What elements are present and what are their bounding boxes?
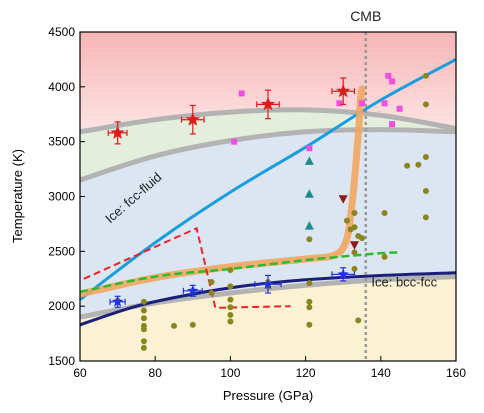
- data-point-blue-star: [111, 295, 124, 307]
- y-tick-label: 2500: [48, 244, 75, 258]
- data-point-blue-star: [187, 284, 199, 296]
- series-fcc-fluid-line: [80, 58, 456, 301]
- data-point-darkred: [349, 241, 359, 250]
- data-point-magenta: [389, 78, 396, 85]
- data-point-olive: [306, 236, 313, 243]
- data-point-olive: [415, 161, 422, 168]
- data-point-olive: [359, 235, 365, 242]
- data-point-magenta: [389, 121, 396, 128]
- y-axis-label: Temperature (K): [10, 149, 25, 243]
- data-point-olive: [422, 214, 429, 221]
- x-tick-label: 80: [149, 366, 163, 380]
- data-point-teal: [304, 189, 314, 198]
- data-point-olive: [306, 298, 313, 305]
- series-red-dashed: [83, 226, 291, 309]
- data-point-olive: [351, 249, 358, 256]
- x-axis-label: Pressure (GPa): [223, 388, 313, 403]
- data-point-magenta: [396, 105, 403, 112]
- data-point-olive: [343, 217, 350, 224]
- data-point-olive: [171, 322, 177, 329]
- data-point-magenta: [231, 138, 238, 145]
- data-point-olive: [140, 307, 147, 314]
- data-point-olive: [422, 72, 429, 79]
- y-tick-label: 4000: [48, 80, 75, 94]
- data-point-red-star: [260, 96, 276, 111]
- annotation-bcc-fcc: Ice: bcc-fcc: [371, 274, 437, 289]
- data-point-magenta: [238, 90, 245, 97]
- series-layer: [80, 58, 456, 309]
- data-point-olive: [189, 321, 196, 328]
- data-point-magenta: [336, 100, 343, 107]
- data-point-olive: [227, 311, 234, 318]
- data-point-olive: [422, 101, 429, 108]
- data-point-olive: [227, 266, 234, 273]
- y-tick-label: 3500: [48, 135, 75, 149]
- data-point-olive: [140, 344, 147, 351]
- data-point-olive: [140, 326, 147, 333]
- data-point-magenta: [385, 72, 392, 79]
- data-point-olive: [227, 296, 234, 303]
- data-point-olive: [306, 280, 313, 287]
- data-point-red-star: [336, 83, 351, 98]
- data-point-olive: [140, 315, 147, 322]
- data-point-olive: [381, 253, 388, 260]
- band-blue: [80, 129, 456, 318]
- data-point-olive: [351, 224, 358, 231]
- data-point-blue-star: [262, 278, 274, 290]
- marker-layer: [107, 72, 429, 351]
- data-point-olive: [140, 298, 147, 305]
- data-point-magenta: [381, 100, 388, 107]
- boundary-navy: [80, 271, 456, 327]
- data-point-olive: [208, 290, 215, 297]
- data-point-teal: [304, 221, 314, 230]
- x-tick-label: 160: [446, 366, 466, 380]
- data-point-olive: [306, 304, 313, 311]
- data-point-magenta: [359, 100, 365, 107]
- data-point-olive: [227, 304, 234, 311]
- y-tick-label: 4500: [48, 25, 75, 39]
- data-point-olive: [227, 318, 234, 325]
- data-point-blue-star: [337, 268, 349, 280]
- data-point-teal: [304, 156, 314, 165]
- data-point-olive: [306, 321, 313, 328]
- data-point-olive: [351, 209, 358, 216]
- axis-ticks: 60 80 100 120 140 160 1500 2000 2500 3000 3500 4000…: [48, 25, 466, 380]
- data-point-olive: [351, 265, 358, 272]
- data-point-olive: [381, 209, 388, 216]
- data-point-olive: [404, 162, 411, 169]
- x-tick-label: 60: [73, 366, 87, 380]
- data-point-olive: [355, 317, 362, 324]
- x-tick-label: 120: [296, 366, 316, 380]
- y-tick-label: 3000: [48, 190, 75, 204]
- annotation-cmb: CMB: [350, 8, 381, 24]
- data-point-olive: [140, 338, 147, 345]
- series-green-dashed: [80, 251, 400, 294]
- x-tick-label: 100: [220, 366, 240, 380]
- band-yellow: [80, 276, 456, 361]
- boundary-lower-gray: [80, 127, 456, 183]
- y-tick-label: 2000: [48, 299, 75, 313]
- data-point-red-star: [185, 112, 200, 126]
- data-point-olive: [422, 154, 429, 161]
- data-point-red-star: [110, 125, 125, 139]
- data-point-olive: [208, 279, 215, 286]
- data-point-olive: [227, 283, 234, 290]
- data-point-olive: [422, 188, 429, 195]
- x-tick-label: 140: [371, 366, 391, 380]
- data-point-darkred: [338, 195, 348, 204]
- y-tick-label: 1500: [48, 354, 75, 368]
- data-point-magenta: [306, 145, 313, 152]
